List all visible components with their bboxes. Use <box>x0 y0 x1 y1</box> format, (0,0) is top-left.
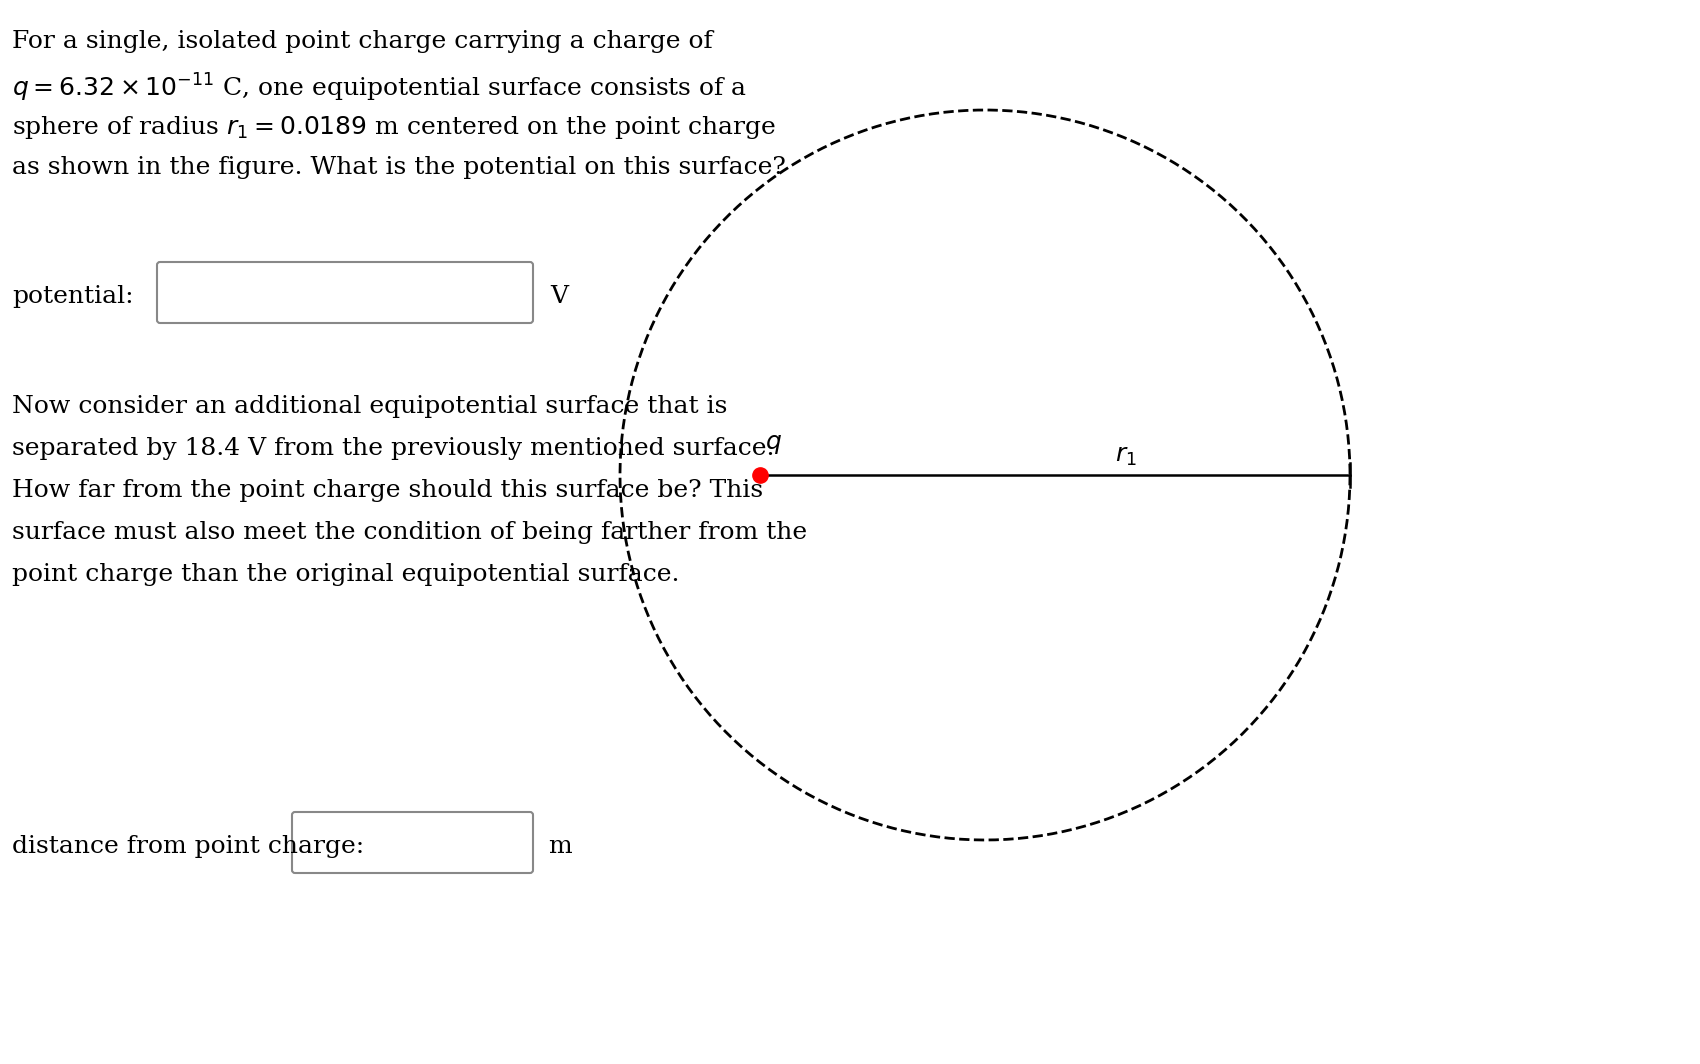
Text: distance from point charge:: distance from point charge: <box>12 835 364 858</box>
Text: $r_1$: $r_1$ <box>1115 445 1137 468</box>
Text: potential:: potential: <box>12 285 134 307</box>
Text: V: V <box>551 285 568 307</box>
FancyBboxPatch shape <box>156 262 534 323</box>
Text: $q$: $q$ <box>765 433 782 456</box>
Text: surface must also meet the condition of being farther from the: surface must also meet the condition of … <box>12 521 807 544</box>
Text: separated by 18.4 V from the previously mentioned surface.: separated by 18.4 V from the previously … <box>12 437 775 460</box>
Text: point charge than the original equipotential surface.: point charge than the original equipoten… <box>12 563 680 586</box>
Text: How far from the point charge should this surface be? This: How far from the point charge should thi… <box>12 479 763 502</box>
FancyBboxPatch shape <box>292 812 534 872</box>
Text: sphere of radius $r_1 = 0.0189$ m centered on the point charge: sphere of radius $r_1 = 0.0189$ m center… <box>12 114 777 142</box>
Text: m: m <box>547 835 571 858</box>
Text: $q = 6.32 \times 10^{-11}$ C, one equipotential surface consists of a: $q = 6.32 \times 10^{-11}$ C, one equipo… <box>12 72 748 104</box>
Text: For a single, isolated point charge carrying a charge of: For a single, isolated point charge carr… <box>12 30 712 53</box>
Text: Now consider an additional equipotential surface that is: Now consider an additional equipotential… <box>12 395 728 418</box>
Text: as shown in the figure. What is the potential on this surface?: as shown in the figure. What is the pote… <box>12 156 785 179</box>
